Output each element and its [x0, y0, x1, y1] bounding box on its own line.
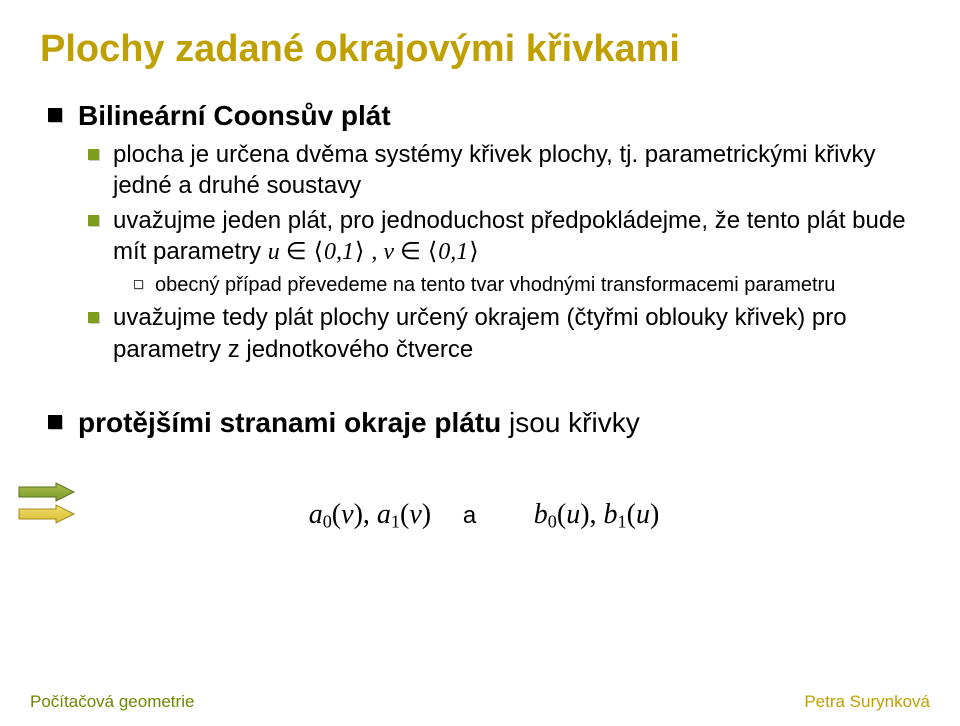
arrow-group: [18, 482, 76, 524]
bullet-lvl2-1: plocha je určena dvěma systémy křivek pl…: [88, 139, 920, 201]
bullet-lvl3-1: obecný případ převedeme na tento tvar vh…: [134, 272, 920, 298]
footer-right: Petra Surynková: [804, 692, 930, 712]
math-interval: u ∈ ⟨0,1⟩ , v ∈ ⟨0,1⟩: [268, 239, 480, 265]
formula-a: a0(v), a1(v): [309, 499, 431, 530]
square-bullet-icon: [88, 215, 99, 226]
bullet-lvl2-1-text: plocha je určena dvěma systémy křivek pl…: [113, 139, 920, 201]
bullet-lvl2-2-text: uvažujme jeden plát, pro jednoduchost př…: [113, 205, 920, 268]
bullet-lvl2-3-text: uvažujme tedy plát plochy určený okrajem…: [113, 302, 920, 364]
content-block: Bilineární Coonsův plát plocha je určena…: [40, 98, 920, 533]
bullet-lvl2-2-pre: uvažujme jeden plát, pro jednoduchost př…: [113, 207, 906, 265]
bullet-lvl3-1-text: obecný případ převedeme na tento tvar vh…: [155, 272, 835, 298]
bullet-lvl1-2-text: protějšími stranami okraje plátu jsou kř…: [78, 405, 640, 440]
formula-conj: a: [439, 502, 500, 529]
square-bullet-icon: [48, 108, 62, 122]
bullet-lvl2-3: uvažujme tedy plát plochy určený okrajem…: [88, 302, 920, 364]
slide: Plochy zadané okrajovými křivkami Biline…: [0, 0, 960, 726]
arrow-right-green-icon: [18, 482, 76, 502]
formula-b: b0(u), b1(u): [534, 499, 660, 530]
bullet-lvl1-2: protějšími stranami okraje plátu jsou kř…: [48, 405, 920, 440]
arrow-right-yellow-icon: [18, 504, 76, 524]
footer: Počítačová geometrie Petra Surynková: [0, 692, 960, 712]
square-bullet-icon: [88, 149, 99, 160]
footer-left: Počítačová geometrie: [30, 692, 194, 712]
bullet-lvl1-1-text: Bilineární Coonsův plát: [78, 98, 391, 133]
bullet-lvl1-2-post: jsou křivky: [501, 407, 639, 438]
square-bullet-icon: [88, 312, 99, 323]
formula-row: a0(v), a1(v) a b0(u), b1(u): [48, 498, 920, 533]
square-bullet-icon: [134, 280, 143, 289]
bullet-lvl2-2: uvažujme jeden plát, pro jednoduchost př…: [88, 205, 920, 268]
slide-title: Plochy zadané okrajovými křivkami: [40, 28, 920, 72]
bullet-lvl1-1: Bilineární Coonsův plát: [48, 98, 920, 133]
bullet-lvl1-2-pre: protějšími stranami okraje plátu: [78, 407, 501, 438]
square-bullet-icon: [48, 415, 62, 429]
